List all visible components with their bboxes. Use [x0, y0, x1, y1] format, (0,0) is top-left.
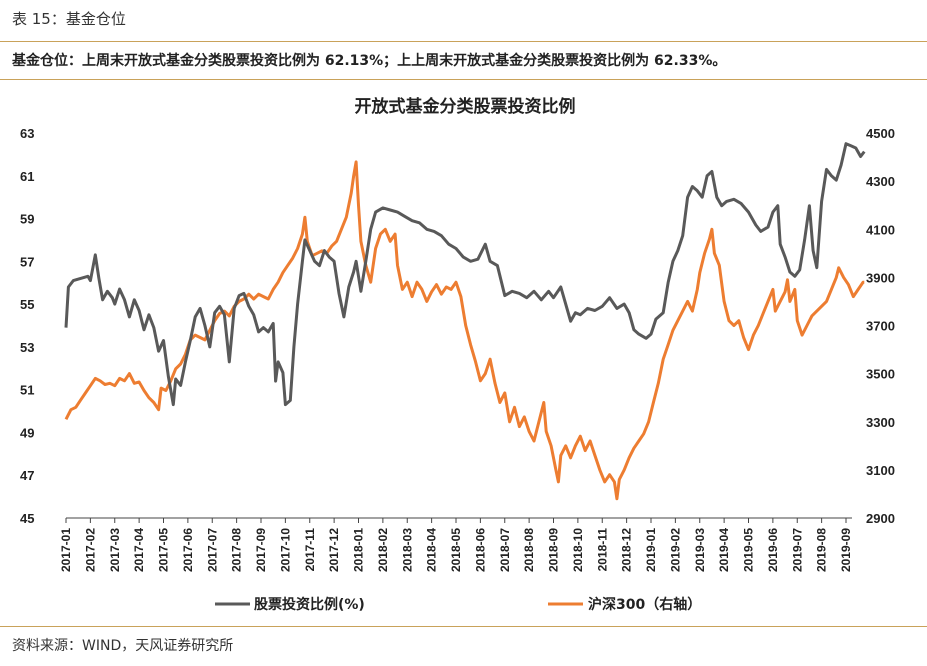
x-tick-label-11: 2017-12 [327, 528, 341, 572]
right-tick-8: 4500 [866, 126, 895, 141]
left-tick-1: 47 [20, 468, 34, 483]
x-axis-ticks: 2017-01 2017-02 2017-03 2017-04 2017-05 2017-… [59, 518, 853, 572]
source-rule [0, 626, 927, 627]
x-tick-label-14: 2018-03 [400, 528, 414, 572]
x-tick-label-32: 2019-09 [839, 528, 853, 572]
x-tick-label-19: 2018-08 [522, 528, 536, 572]
x-tick-label-20: 2018-09 [547, 528, 561, 572]
x-tick-label-22: 2018-11 [595, 528, 609, 572]
x-tick-label-24: 2019-01 [644, 528, 658, 572]
left-tick-0: 45 [20, 511, 34, 526]
x-tick-label-30: 2019-07 [790, 528, 804, 572]
right-tick-3: 3500 [866, 367, 895, 382]
legend: 股票投资比例(%) 沪深300（右轴） [215, 596, 701, 613]
x-tick-label-2: 2017-03 [108, 528, 122, 572]
x-tick-label-23: 2018-12 [620, 528, 634, 572]
right-tick-5: 3900 [866, 270, 895, 285]
left-tick-6: 57 [20, 254, 34, 269]
table-label: 表 15：基金仓位 [12, 10, 126, 28]
x-tick-label-5: 2017-06 [181, 528, 195, 572]
source-text: 资料来源：WIND，天风证券研究所 [12, 638, 234, 654]
x-tick-label-7: 2017-08 [230, 528, 244, 572]
x-tick-label-16: 2018-05 [449, 528, 463, 572]
x-tick-label-6: 2017-07 [205, 528, 219, 572]
left-tick-5: 55 [20, 297, 34, 312]
x-tick-label-27: 2019-04 [717, 528, 731, 572]
x-tick-label-17: 2018-06 [473, 528, 487, 572]
x-tick-label-26: 2019-03 [693, 528, 707, 572]
x-tick-label-18: 2018-07 [498, 528, 512, 572]
right-tick-6: 4100 [866, 222, 895, 237]
series-line-stock-position [64, 142, 866, 407]
header-rule [0, 41, 927, 42]
x-tick-label-29: 2019-06 [766, 528, 780, 572]
chart-title: 开放式基金分类股票投资比例 [355, 96, 576, 117]
left-tick-9: 63 [20, 126, 34, 141]
left-tick-4: 53 [20, 340, 34, 355]
left-axis-ticks: 45 47 49 51 53 55 57 59 61 63 [20, 126, 34, 526]
legend-label-position: 股票投资比例(%) [254, 596, 365, 613]
left-tick-2: 49 [20, 425, 34, 440]
x-tick-label-3: 2017-04 [132, 528, 146, 572]
x-tick-label-0: 2017-01 [59, 528, 73, 572]
x-tick-label-21: 2018-10 [571, 528, 585, 572]
left-tick-3: 51 [20, 383, 34, 398]
x-tick-label-15: 2018-04 [425, 528, 439, 572]
x-tick-label-31: 2019-08 [815, 528, 829, 572]
series-layer [64, 142, 866, 501]
summary-text: 基金仓位：上周末开放式基金分类股票投资比例为 62.13%；上上周末开放式基金分… [12, 53, 727, 69]
x-tick-label-1: 2017-02 [83, 528, 97, 572]
right-tick-0: 2900 [866, 511, 895, 526]
x-tick-label-10: 2017-11 [303, 528, 317, 572]
right-axis-ticks: 2900 3100 3300 3500 3700 3900 4100 4300 4500 [866, 126, 895, 526]
x-tick-label-25: 2019-02 [668, 528, 682, 572]
right-tick-1: 3100 [866, 463, 895, 478]
right-tick-7: 4300 [866, 174, 895, 189]
right-tick-4: 3700 [866, 319, 895, 334]
left-tick-7: 59 [20, 212, 34, 227]
legend-label-hs300: 沪深300（右轴） [588, 596, 701, 613]
x-tick-label-9: 2017-10 [278, 528, 292, 572]
right-tick-2: 3300 [866, 415, 895, 430]
x-tick-label-28: 2019-05 [742, 528, 756, 572]
x-tick-label-12: 2018-01 [352, 528, 366, 572]
x-tick-label-8: 2017-09 [254, 528, 268, 572]
series-line-hs300 [64, 160, 865, 501]
summary-rule [0, 79, 927, 80]
x-tick-label-4: 2017-05 [157, 528, 171, 572]
x-tick-label-13: 2018-02 [376, 528, 390, 572]
left-tick-8: 61 [20, 169, 34, 184]
